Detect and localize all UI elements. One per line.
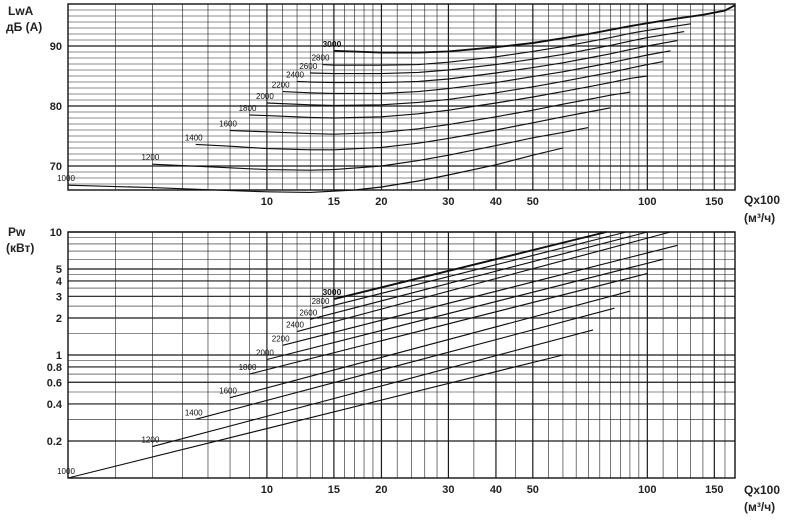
y-tick-label: 0.4 — [47, 399, 63, 411]
x-tick-label: 50 — [527, 484, 539, 496]
rpm-label-2800: 2800 — [312, 54, 330, 63]
rpm-curve-2800 — [322, 231, 627, 309]
rpm-curve-1000 — [67, 354, 564, 479]
upper-ylabel-line2: дБ (А) — [6, 20, 42, 34]
lower-ylabel-line2: (кВт) — [6, 241, 34, 255]
rpm-curve-1200 — [152, 127, 589, 171]
x-tick-label: 50 — [527, 196, 539, 208]
y-tick-label: 5 — [56, 264, 62, 276]
rpm-curve-1200 — [152, 329, 594, 448]
upper-xlabel-line2: (м³/ч) — [744, 211, 775, 225]
rpm-label-2800: 2800 — [312, 297, 330, 306]
y-tick-label: 0.6 — [47, 377, 62, 389]
rpm-curve-1800 — [249, 75, 648, 119]
x-tick-label: 40 — [490, 196, 502, 208]
rpm-label-2600: 2600 — [299, 62, 317, 71]
lower-xlabel-line2: (м³/ч) — [744, 500, 775, 514]
rpm-curve-1600 — [229, 290, 631, 399]
y-tick-label: 4 — [56, 276, 63, 288]
y-tick-label: 90 — [50, 41, 62, 53]
x-tick-label: 15 — [328, 484, 340, 496]
x-tick-label: 100 — [638, 484, 656, 496]
rpm-label-1400: 1400 — [185, 408, 203, 417]
rpm-label-2200: 2200 — [272, 334, 290, 343]
sound-power-panel: 10 15 20 30 40 50 100 150 70 80 90 1000 1200 1400 1600… — [50, 3, 736, 208]
rpm-curve-2200 — [282, 50, 671, 94]
x-tick-label: 30 — [442, 196, 454, 208]
upper-xlabel-line1: Qx100 — [744, 193, 780, 207]
rpm-label-2000: 2000 — [256, 348, 274, 357]
y-tick-label: 0.2 — [47, 436, 62, 448]
rpm-label-1200: 1200 — [141, 153, 159, 162]
x-tick-label: 20 — [375, 484, 387, 496]
rpm-curve-1600 — [229, 91, 630, 135]
rpm-curve-2200 — [282, 244, 678, 346]
x-tick-label: 150 — [705, 196, 723, 208]
x-tick-label: 10 — [261, 484, 273, 496]
plot-frame — [67, 3, 736, 191]
upper-ylabel-line1: LwA — [8, 4, 34, 18]
rpm-label-1600: 1600 — [219, 387, 237, 396]
rpm-label-3000: 3000 — [322, 39, 341, 49]
x-tick-label: 20 — [375, 196, 387, 208]
plot-frame — [67, 231, 736, 479]
rpm-label-2600: 2600 — [299, 308, 317, 317]
x-tick-label: 15 — [328, 196, 340, 208]
rpm-label-1800: 1800 — [239, 104, 257, 113]
y-tick-label: 80 — [50, 101, 62, 113]
y-tick-label: 70 — [50, 161, 62, 173]
lower-xlabel-line1: Qx100 — [744, 483, 780, 497]
rpm-label-2200: 2200 — [272, 81, 290, 90]
rpm-curve-2800 — [322, 23, 691, 66]
rpm-curve-2000 — [266, 61, 664, 106]
rpm-curve-2600 — [310, 231, 648, 320]
rpm-label-3000: 3000 — [322, 287, 341, 297]
x-tick-label: 40 — [490, 484, 502, 496]
rpm-curve-1400 — [195, 107, 611, 151]
rpm-label-1800: 1800 — [239, 363, 257, 372]
rpm-curve-2400 — [296, 40, 678, 84]
rpm-label-1000: 1000 — [57, 467, 75, 476]
rpm-label-1400: 1400 — [185, 133, 203, 142]
y-tick-label: 10 — [50, 227, 62, 239]
y-tick-label: 1 — [56, 350, 62, 362]
lower-ylabel-line1: Pw — [8, 225, 26, 239]
rpm-curve-2000 — [266, 258, 664, 361]
y-tick-label: 2 — [56, 313, 62, 325]
y-tick-label: 0.8 — [47, 362, 62, 374]
rpm-curve-3000 — [333, 231, 607, 301]
rpm-curve-1000 — [67, 147, 564, 193]
x-tick-label: 100 — [638, 196, 656, 208]
rpm-label-2400: 2400 — [286, 70, 304, 79]
rpm-label-1200: 1200 — [141, 436, 159, 445]
rpm-label-2400: 2400 — [286, 321, 304, 330]
y-tick-label: 3 — [56, 291, 62, 303]
rpm-curve-3000 — [333, 4, 736, 54]
rpm-label-1600: 1600 — [219, 120, 237, 129]
power-panel: 10 15 20 30 40 50 100 150 0.2 0.4 0.6 0.81 2 3 45 10 100… — [47, 227, 736, 496]
rpm-curve-1800 — [249, 272, 648, 375]
rpm-label-1000: 1000 — [57, 174, 75, 183]
x-tick-label: 150 — [705, 484, 723, 496]
rpm-curve-1400 — [195, 307, 615, 420]
rpm-label-2000: 2000 — [256, 92, 274, 101]
x-tick-label: 10 — [261, 196, 273, 208]
x-tick-label: 30 — [442, 484, 454, 496]
rpm-curve-2400 — [296, 231, 671, 333]
rpm-curve-2600 — [310, 31, 685, 75]
